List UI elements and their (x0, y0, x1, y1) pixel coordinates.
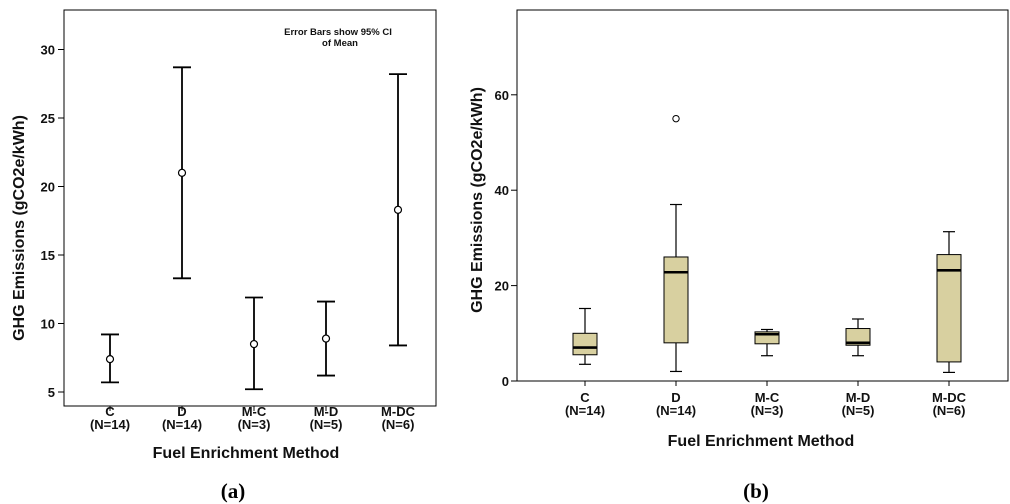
panel-a-ytick-label: 30 (41, 43, 55, 58)
panel-a-mean-point (321, 334, 331, 343)
panel-a-xlabel: Fuel Enrichment Method (153, 445, 340, 462)
panel-a-y-axis: 5 10 15 20 25 30 (41, 43, 64, 400)
panel-b-category-label: M-DC (932, 390, 967, 405)
panel-a-mean-point (393, 205, 403, 214)
panel-a-category-n: (N=6) (382, 417, 415, 432)
panel-a-ylabel: GHG Emissions (gCO2e/kWh) (11, 115, 28, 341)
panel-a-ytick-label: 10 (41, 317, 55, 332)
panel-b-xlabel: Fuel Enrichment Method (668, 433, 855, 450)
panel-b-category-label: D (671, 390, 680, 405)
panel-b-y-axis: 0 20 40 60 (495, 88, 517, 389)
panel-a-mean-point (177, 168, 187, 177)
panel-a-category-label: C (105, 404, 115, 419)
panel-a-annotation-line1: Error Bars show 95% CI (284, 27, 392, 38)
panel-b-category-label: M-D (846, 390, 871, 405)
panel-a-label: (a) (221, 479, 246, 503)
panel-b-ytick-label: 20 (495, 279, 509, 294)
panel-b-plot-area (572, 114, 962, 374)
panel-b-category-label: C (580, 390, 590, 405)
panel-b-box (663, 256, 689, 344)
panel-b-box (572, 332, 598, 356)
panel-a-category-n: (N=5) (310, 417, 343, 432)
panel-a-ytick-label: 5 (48, 385, 55, 400)
panel-b-ytick-label: 40 (495, 183, 509, 198)
panel-b-category-label: M-C (755, 390, 780, 405)
panel-a-category-label: M-DC (381, 404, 416, 419)
panel-a-ytick-label: 15 (41, 248, 55, 263)
panel-b-outlier-point (672, 114, 680, 123)
panel-b-box (845, 328, 871, 346)
panel-b-box (754, 331, 780, 345)
panel-a-category-label: M-C (242, 404, 267, 419)
panel-b-ytick-label: 0 (502, 374, 509, 389)
panel-b-frame (516, 9, 1009, 382)
panel-b-category-n: (N=14) (565, 403, 605, 418)
panel-a-annotation-line2: of Mean (322, 38, 358, 49)
panel-b-ylabel: GHG Emissions (gCO2e/kWh) (469, 87, 486, 313)
panel-b-x-axis: C(N=14)D(N=14)M-C(N=3)M-D(N=5)M-DC(N=6) (565, 381, 967, 418)
panel-a-mean-point (249, 339, 259, 349)
panel-b-category-n: (N=6) (933, 403, 966, 418)
panel-a-x-axis: C(N=14)D(N=14)M-C(N=3)M-D(N=5)M-DC(N=6) (90, 404, 416, 432)
panel-a-category-label: M-D (314, 404, 339, 419)
panel-a-category-n: (N=14) (162, 417, 202, 432)
panel-a-ytick-label: 20 (41, 180, 55, 195)
panel-a-mean-point (105, 355, 115, 364)
panel-a-category-n: (N=3) (238, 417, 271, 432)
panel-b-label: (b) (743, 479, 769, 503)
panel-a-category-n: (N=14) (90, 417, 130, 432)
panel-a-category-label: D (177, 404, 186, 419)
panel-b-category-n: (N=14) (656, 403, 696, 418)
panel-b-ytick-label: 60 (495, 88, 509, 103)
panel-a-frame (63, 9, 437, 407)
panel-a-plot-area (101, 66, 407, 391)
panel-b-category-n: (N=3) (751, 403, 784, 418)
panel-b-box (936, 254, 962, 363)
panel-a-ytick-label: 25 (41, 111, 55, 126)
panel-b-category-n: (N=5) (842, 403, 875, 418)
